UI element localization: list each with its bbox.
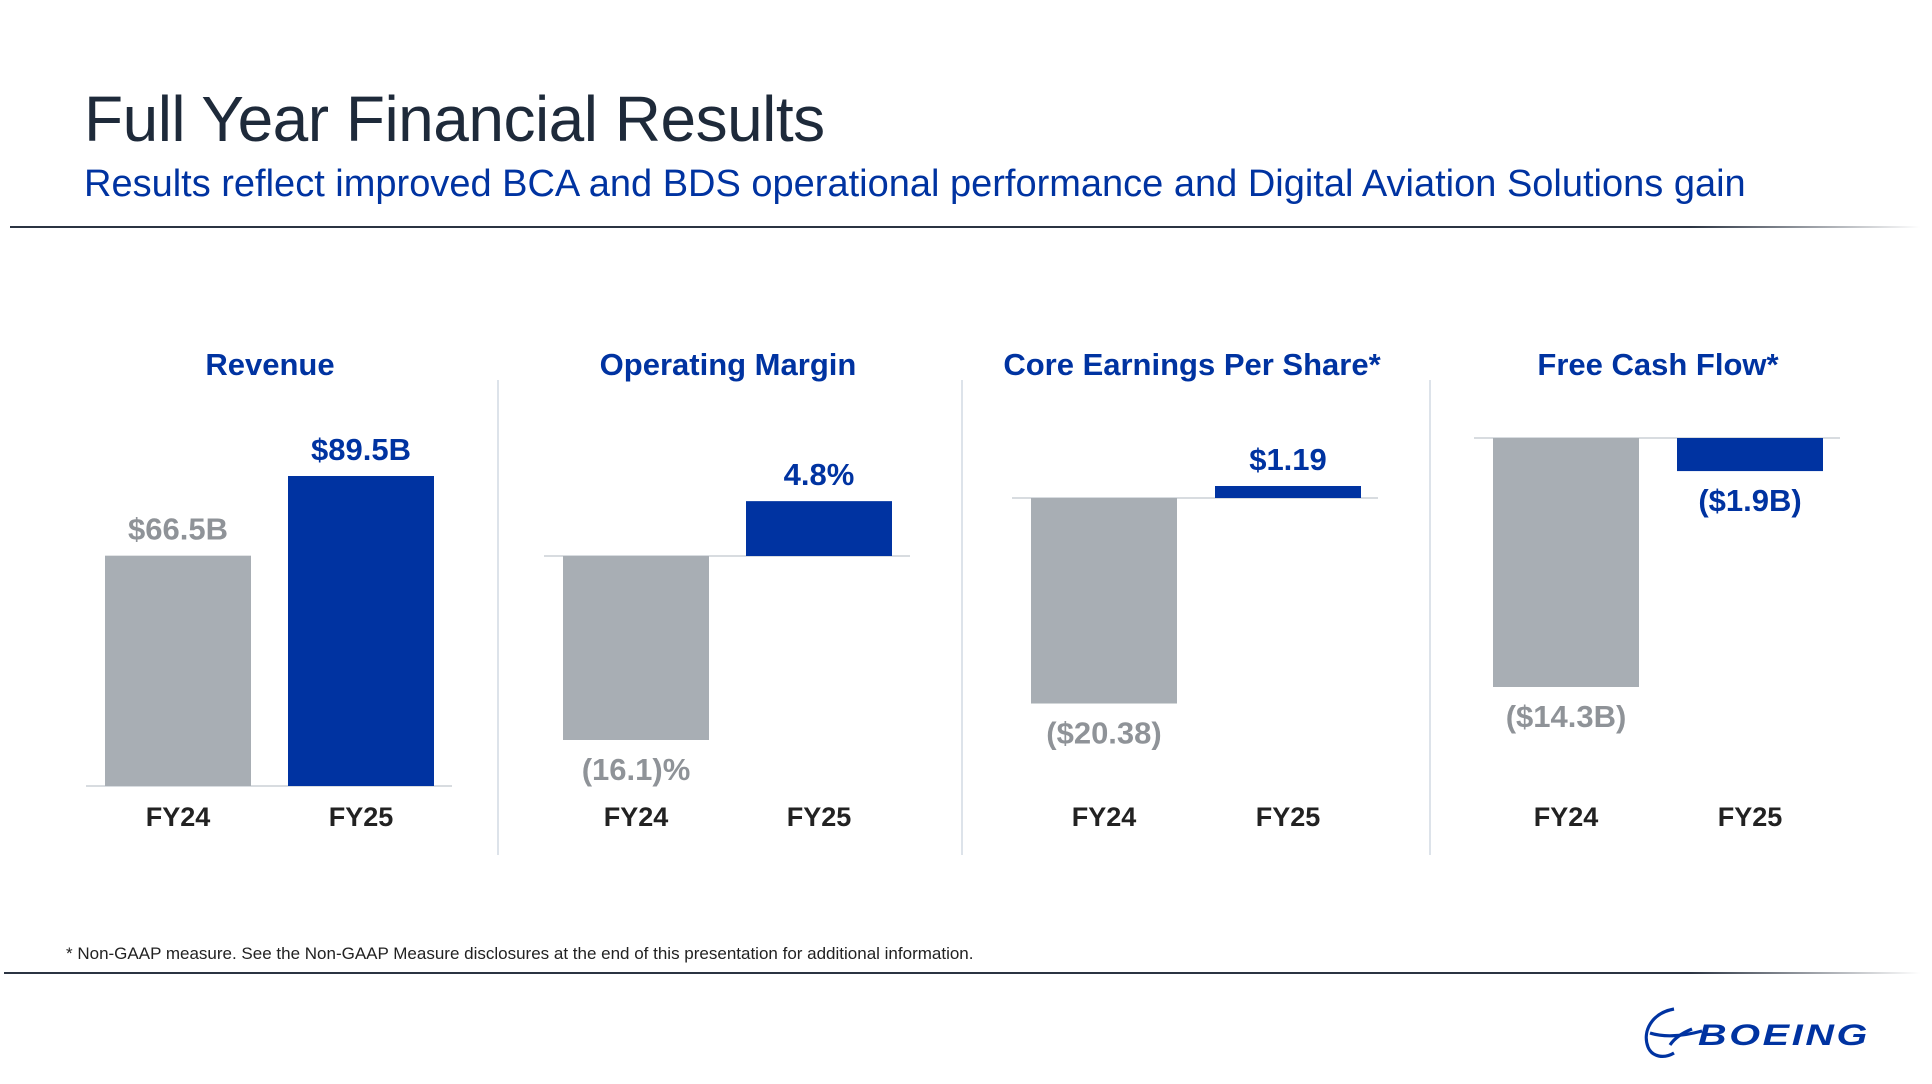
financial-charts: Revenue $66.5B FY24 $89.5B FY25 Operating Mar… xyxy=(86,347,1840,855)
value-label-fy25-3: $1.19 xyxy=(1249,442,1327,477)
category-label-fy25-1: FY25 xyxy=(329,802,394,832)
page-title: Full Year Financial Results xyxy=(84,83,825,155)
footer-divider xyxy=(4,972,1920,974)
value-label-fy25-2: 4.8% xyxy=(784,457,855,492)
bar-fy25-4 xyxy=(1677,438,1823,472)
category-label-fy24-1: FY24 xyxy=(146,802,211,832)
category-label-fy24-2: FY24 xyxy=(604,802,669,832)
bar-fy25-1 xyxy=(288,476,434,786)
value-label-fy25-1: $89.5B xyxy=(311,432,411,467)
category-label-fy25-2: FY25 xyxy=(787,802,852,832)
chart-title-4: Free Cash Flow* xyxy=(1537,347,1779,382)
category-label-fy25-4: FY25 xyxy=(1718,802,1783,832)
value-label-fy24-3: ($20.38) xyxy=(1046,716,1161,751)
value-label-fy24-2: (16.1)% xyxy=(582,752,691,787)
header-divider xyxy=(10,226,1920,228)
category-label-fy24-4: FY24 xyxy=(1534,802,1599,832)
bar-fy24-4 xyxy=(1493,438,1639,687)
chart-title-2: Operating Margin xyxy=(600,347,857,382)
bar-fy25-3 xyxy=(1215,486,1361,498)
value-label-fy25-4: ($1.9B) xyxy=(1698,483,1801,518)
category-label-fy25-3: FY25 xyxy=(1256,802,1321,832)
bar-fy24-2 xyxy=(563,556,709,740)
page-subtitle: Results reflect improved BCA and BDS ope… xyxy=(84,163,1746,205)
chart-title-1: Revenue xyxy=(205,347,334,382)
category-label-fy24-3: FY24 xyxy=(1072,802,1137,832)
bar-fy25-2 xyxy=(746,501,892,556)
chart-title-3: Core Earnings Per Share* xyxy=(1003,347,1381,382)
bar-fy24-1 xyxy=(105,555,251,786)
boeing-wordmark: BOEING xyxy=(1698,1019,1870,1052)
value-label-fy24-4: ($14.3B) xyxy=(1506,699,1627,734)
footnote: * Non-GAAP measure. See the Non-GAAP Mea… xyxy=(66,944,974,963)
boeing-symbol-icon xyxy=(1644,1007,1703,1058)
boeing-logo: BOEING xyxy=(1644,1007,1870,1058)
value-label-fy24-1: $66.5B xyxy=(128,512,228,547)
bar-fy24-3 xyxy=(1031,498,1177,704)
